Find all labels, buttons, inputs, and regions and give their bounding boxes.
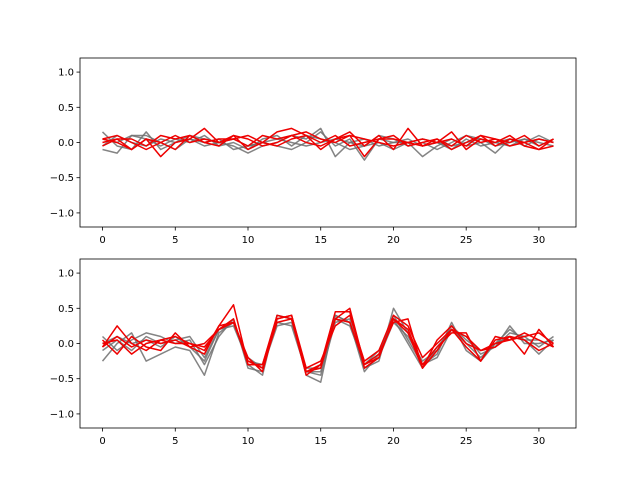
x-tick-label: 30 (533, 235, 546, 246)
y-tick-label: 1.0 (58, 269, 74, 280)
x-tick-label: 5 (172, 436, 178, 447)
red-series-line (102, 314, 554, 369)
y-tick-label: −0.5 (50, 374, 74, 385)
series-group (101, 127, 554, 161)
y-tick-label: −1.0 (50, 208, 74, 219)
y-tick-label: −1.0 (50, 409, 74, 420)
x-tick-label: 25 (460, 235, 473, 246)
x-tick-label: 15 (314, 436, 327, 447)
x-tick-label: 25 (460, 436, 473, 447)
red-series-line (102, 127, 554, 158)
y-tick-label: 0.0 (58, 138, 74, 149)
subplot-1: 0 5 10 15 20 25 30 −1.0 −0.5 0.0 0.5 1.0 (50, 57, 577, 246)
red-series-line (102, 134, 554, 147)
x-tick-label: 5 (172, 235, 178, 246)
x-tick-label: 20 (387, 235, 400, 246)
y-tick-label: −0.5 (50, 173, 74, 184)
y-tick-label: 0.5 (58, 103, 74, 114)
x-tick-label: 0 (99, 235, 105, 246)
y-tick-label: 0.0 (58, 339, 74, 350)
red-series-line (102, 131, 554, 151)
subplot-2: 0 5 10 15 20 25 30 −1.0 −0.5 0.0 0.5 1.0 (50, 258, 577, 447)
x-tick-label: 30 (533, 436, 546, 447)
x-tick-label: 0 (99, 436, 105, 447)
red-series-line (101, 304, 554, 376)
x-tick-label: 10 (242, 436, 255, 447)
x-tick-label: 20 (387, 436, 400, 447)
y-tick-label: 0.5 (58, 304, 74, 315)
x-tick-label: 15 (314, 235, 327, 246)
x-tick-label: 10 (242, 235, 255, 246)
series-group (101, 304, 555, 383)
y-tick-label: 1.0 (58, 68, 74, 79)
